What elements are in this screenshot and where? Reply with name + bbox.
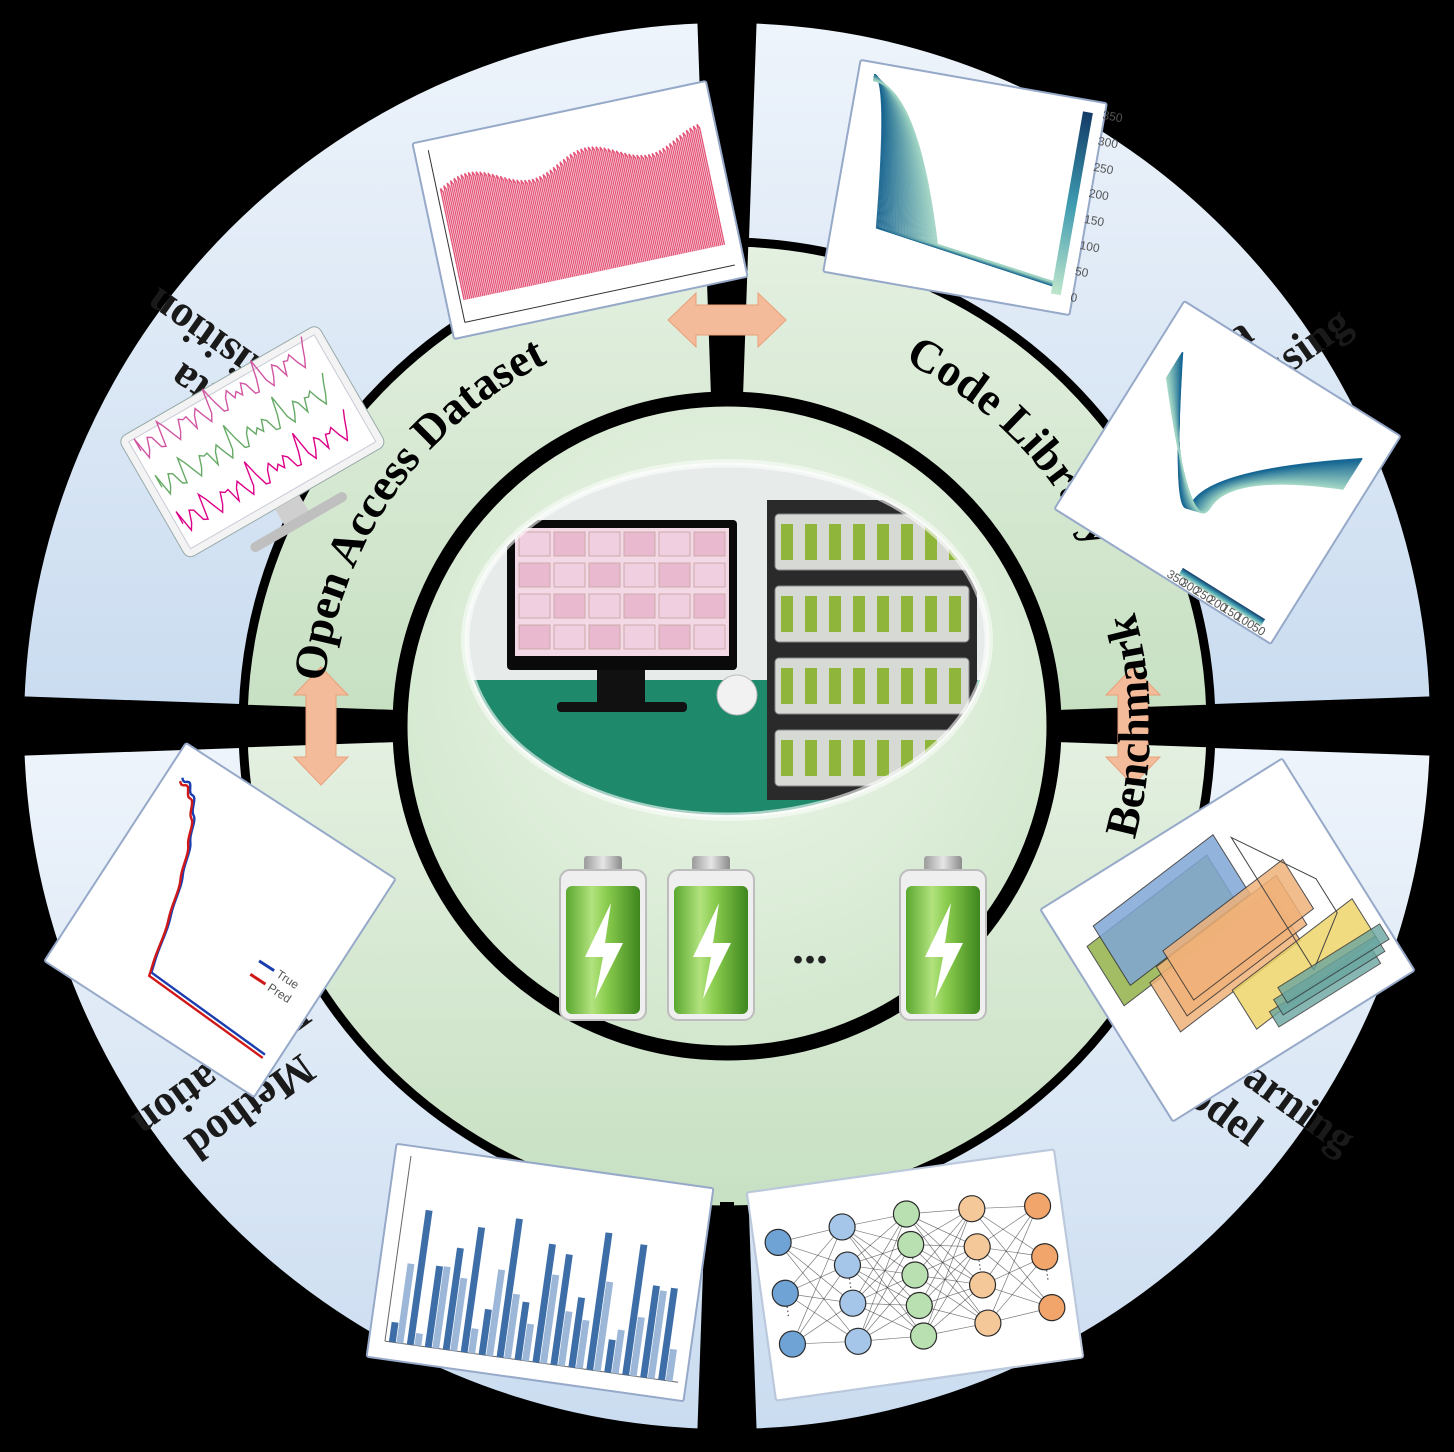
svg-text:⋮: ⋮ [973, 1257, 987, 1273]
battery-icon [900, 856, 986, 1020]
svg-text:⋮: ⋮ [1040, 1267, 1054, 1283]
svg-text:⋮: ⋮ [843, 1275, 857, 1291]
panel-dl-neural-network: ⋮⋮⋮⋮⋮ [747, 1149, 1083, 1400]
svg-text:⋮: ⋮ [781, 1303, 795, 1319]
battery-icon [668, 856, 754, 1020]
ellipsis: ... [792, 921, 828, 974]
panel-eval-bars [367, 1144, 714, 1401]
battery-icon [560, 856, 646, 1020]
svg-text:50: 50 [1074, 264, 1090, 280]
circular-framework-diagram: Open Access DatasetCode LibraryBenchmark… [0, 0, 1454, 1452]
